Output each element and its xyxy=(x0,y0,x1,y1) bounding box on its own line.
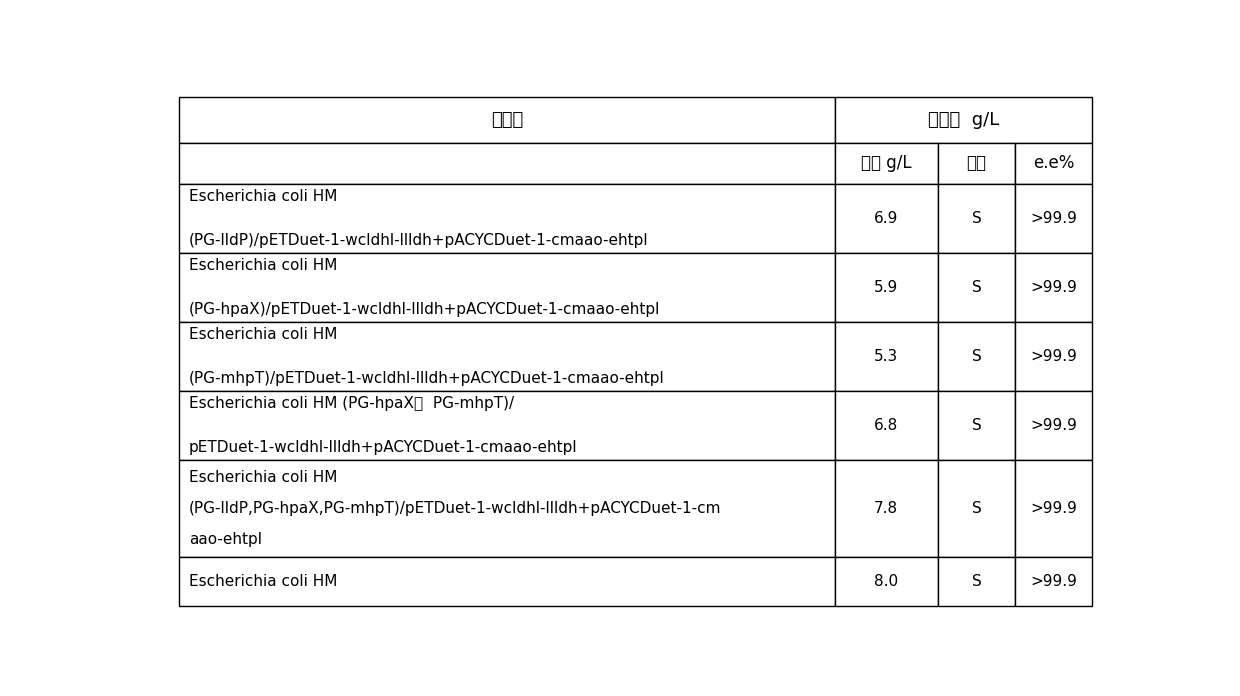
Bar xyxy=(1016,391,1092,460)
Text: pETDuet-1-wcldhl-llldh+pACYCDuet-1-cmaao-ehtpl: pETDuet-1-wcldhl-llldh+pACYCDuet-1-cmaao… xyxy=(188,440,578,455)
Text: >99.9: >99.9 xyxy=(1030,211,1078,226)
Bar xyxy=(179,391,835,460)
Text: Escherichia coli HM: Escherichia coli HM xyxy=(188,258,337,273)
Text: S: S xyxy=(972,280,981,295)
Text: S: S xyxy=(972,418,981,433)
Bar xyxy=(835,184,937,253)
Text: >99.9: >99.9 xyxy=(1030,349,1078,364)
Text: 重组菌: 重组菌 xyxy=(491,111,523,129)
Bar xyxy=(835,557,937,606)
Bar xyxy=(1016,143,1092,184)
Bar xyxy=(937,557,1016,606)
Text: Escherichia coli HM (PG-hpaX，  PG-mhpT)/: Escherichia coli HM (PG-hpaX， PG-mhpT)/ xyxy=(188,396,513,411)
Bar xyxy=(937,184,1016,253)
Bar xyxy=(179,184,835,253)
Bar xyxy=(1016,253,1092,322)
Text: S: S xyxy=(972,501,981,516)
Bar xyxy=(179,322,835,391)
Text: 6.9: 6.9 xyxy=(874,211,898,226)
Text: 构型: 构型 xyxy=(966,155,987,173)
Text: 丹参素  g/L: 丹参素 g/L xyxy=(928,111,999,129)
Bar xyxy=(835,97,1092,143)
Text: S: S xyxy=(972,574,981,589)
Bar xyxy=(179,253,835,322)
Bar xyxy=(1016,557,1092,606)
Bar xyxy=(179,97,835,143)
Text: 7.8: 7.8 xyxy=(874,501,898,516)
Text: (PG-lldP,PG-hpaX,PG-mhpT)/pETDuet-1-wcldhl-llldh+pACYCDuet-1-cm: (PG-lldP,PG-hpaX,PG-mhpT)/pETDuet-1-wcld… xyxy=(188,501,722,516)
Bar xyxy=(937,391,1016,460)
Text: >99.9: >99.9 xyxy=(1030,574,1078,589)
Bar xyxy=(1016,460,1092,557)
Bar xyxy=(1016,184,1092,253)
Bar xyxy=(835,253,937,322)
Bar xyxy=(179,557,835,606)
Text: (PG-lldP)/pETDuet-1-wcldhl-llldh+pACYCDuet-1-cmaao-ehtpl: (PG-lldP)/pETDuet-1-wcldhl-llldh+pACYCDu… xyxy=(188,233,649,248)
Text: 浓度 g/L: 浓度 g/L xyxy=(861,155,911,173)
Text: S: S xyxy=(972,211,981,226)
Text: Escherichia coli HM: Escherichia coli HM xyxy=(188,189,337,204)
Bar xyxy=(1016,322,1092,391)
Bar xyxy=(835,322,937,391)
Bar xyxy=(937,460,1016,557)
Text: >99.9: >99.9 xyxy=(1030,280,1078,295)
Text: aao-ehtpl: aao-ehtpl xyxy=(188,532,262,547)
Text: 8.0: 8.0 xyxy=(874,574,898,589)
Text: Escherichia coli HM: Escherichia coli HM xyxy=(188,326,337,342)
Bar xyxy=(937,143,1016,184)
Bar xyxy=(179,143,835,184)
Bar xyxy=(835,391,937,460)
Text: >99.9: >99.9 xyxy=(1030,418,1078,433)
Text: Escherichia coli HM: Escherichia coli HM xyxy=(188,574,337,589)
Bar xyxy=(835,143,937,184)
Text: 5.9: 5.9 xyxy=(874,280,898,295)
Bar xyxy=(179,460,835,557)
Text: 5.3: 5.3 xyxy=(874,349,898,364)
Bar xyxy=(937,322,1016,391)
Bar xyxy=(835,460,937,557)
Text: S: S xyxy=(972,349,981,364)
Text: 6.8: 6.8 xyxy=(874,418,898,433)
Text: (PG-hpaX)/pETDuet-1-wcldhl-llldh+pACYCDuet-1-cmaao-ehtpl: (PG-hpaX)/pETDuet-1-wcldhl-llldh+pACYCDu… xyxy=(188,302,660,317)
Bar xyxy=(937,253,1016,322)
Text: >99.9: >99.9 xyxy=(1030,501,1078,516)
Text: Escherichia coli HM: Escherichia coli HM xyxy=(188,470,337,485)
Text: e.e%: e.e% xyxy=(1033,155,1074,173)
Text: (PG-mhpT)/pETDuet-1-wcldhl-llldh+pACYCDuet-1-cmaao-ehtpl: (PG-mhpT)/pETDuet-1-wcldhl-llldh+pACYCDu… xyxy=(188,371,665,386)
